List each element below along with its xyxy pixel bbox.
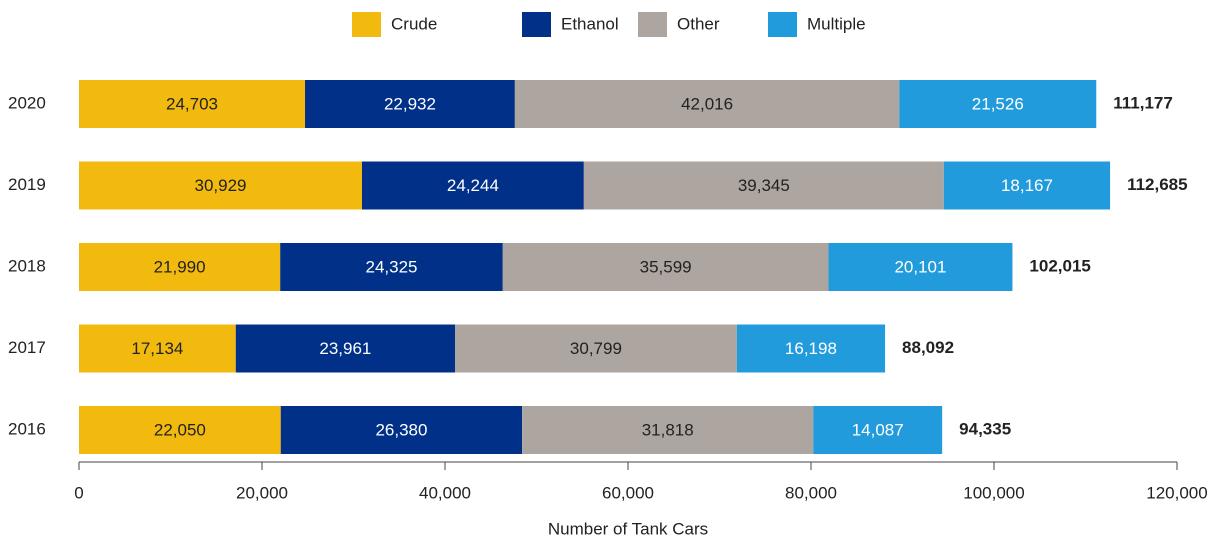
bar-segment	[943, 161, 1111, 210]
data-label: 23,961	[319, 339, 371, 358]
total-label: 112,685	[1127, 175, 1188, 194]
data-label: 14,087	[852, 420, 904, 439]
data-label: 21,990	[154, 257, 206, 276]
bar-segment	[280, 243, 503, 291]
bar-segment	[79, 324, 236, 373]
legend-label: Crude	[391, 14, 437, 33]
y-tick-label: 2020	[8, 93, 46, 112]
x-tick-label: 0	[74, 483, 83, 502]
x-axis-label: Number of Tank Cars	[548, 519, 708, 538]
bar-segment	[79, 80, 306, 128]
bar-segment	[502, 243, 829, 291]
bar-segment	[305, 80, 515, 128]
bar-segment	[899, 80, 1097, 128]
bar-segment	[813, 406, 943, 454]
data-label: 39,345	[738, 176, 790, 195]
total-label: 111,177	[1113, 93, 1173, 112]
x-tick-label: 80,000	[785, 483, 837, 502]
bar-segment	[736, 324, 886, 373]
bar-segment	[514, 80, 900, 128]
bar-segment	[280, 406, 523, 454]
data-label: 20,101	[894, 257, 946, 276]
y-tick-label: 2019	[8, 175, 46, 194]
x-tick-label: 40,000	[419, 483, 471, 502]
x-tick-label: 100,000	[963, 483, 1024, 502]
data-label: 26,380	[375, 420, 427, 439]
bar-segment	[522, 406, 814, 454]
legend-label: Ethanol	[561, 14, 619, 33]
y-tick-label: 2018	[8, 256, 46, 275]
legend-swatch	[638, 12, 667, 37]
x-tick-label: 20,000	[236, 483, 288, 502]
data-label: 17,134	[131, 339, 183, 358]
legend-label: Other	[677, 14, 720, 33]
data-label: 24,703	[166, 94, 218, 113]
bar-segment	[455, 324, 737, 373]
data-label: 30,799	[570, 339, 622, 358]
data-label: 24,325	[365, 257, 417, 276]
data-label: 24,244	[447, 176, 499, 195]
legend-swatch	[768, 12, 797, 37]
data-label: 18,167	[1001, 176, 1053, 195]
bar-segment	[235, 324, 456, 373]
data-label: 31,818	[642, 420, 694, 439]
data-label: 22,050	[154, 420, 206, 439]
y-tick-label: 2016	[8, 419, 46, 438]
data-label: 35,599	[640, 257, 692, 276]
total-label: 102,015	[1029, 256, 1090, 275]
bar-segment	[583, 161, 944, 210]
legend-swatch	[522, 12, 551, 37]
data-label: 22,932	[384, 94, 436, 113]
legend-label: Multiple	[807, 14, 866, 33]
x-tick-label: 60,000	[602, 483, 654, 502]
x-tick-label: 120,000	[1146, 483, 1207, 502]
bar-segment	[828, 243, 1013, 291]
data-label: 21,526	[972, 94, 1024, 113]
legend-swatch	[352, 12, 381, 37]
bar-segment	[79, 161, 363, 210]
data-label: 16,198	[785, 339, 837, 358]
data-label: 42,016	[681, 94, 733, 113]
data-label: 30,929	[195, 176, 247, 195]
y-tick-label: 2017	[8, 338, 46, 357]
total-label: 88,092	[902, 338, 954, 357]
bar-segment	[79, 243, 281, 291]
bar-segment	[362, 161, 584, 210]
bar-segment	[79, 406, 281, 454]
total-label: 94,335	[959, 419, 1011, 438]
